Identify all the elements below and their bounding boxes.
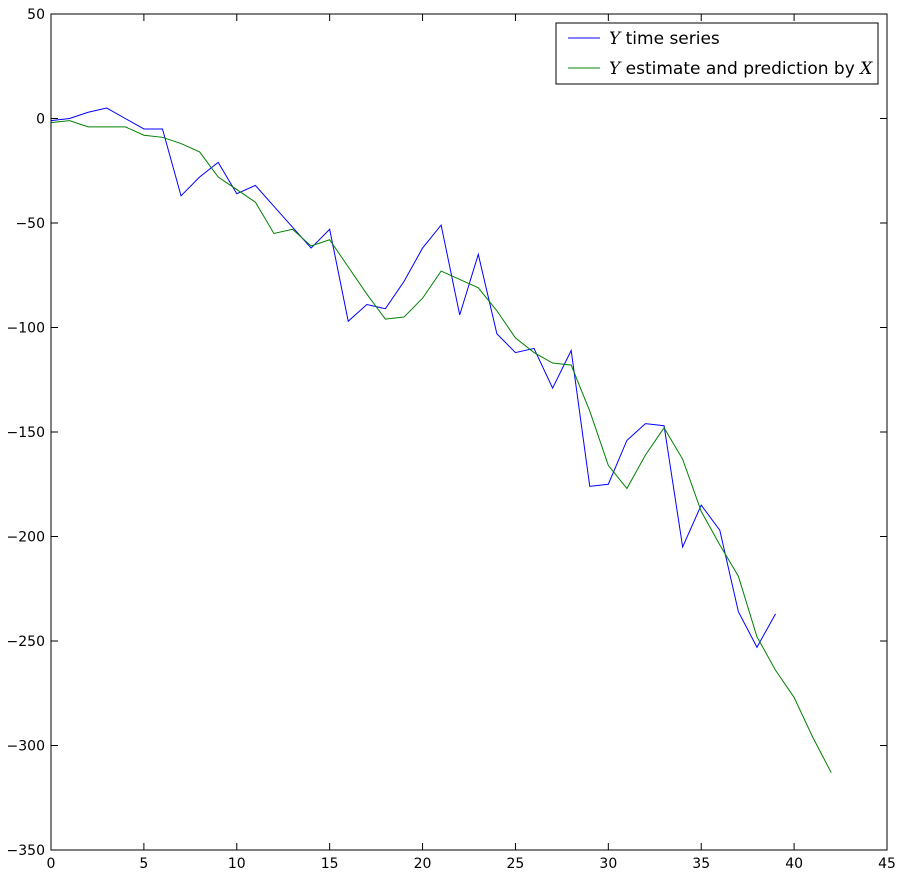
y-axis-ticks: 50 0 −50 −100 −150 −200 −250 −300 −350 [7,7,887,859]
y-tick-label: −300 [7,739,45,755]
y-tick-label: 0 [36,112,45,128]
x-tick-label: 10 [228,856,246,872]
y-tick-label: −100 [7,321,45,337]
legend-var: Y [609,59,622,79]
series-layer [50,107,832,773]
series-line-1 [50,120,832,773]
series-line-0 [50,107,776,649]
legend-entry-0: Y time series [609,29,720,49]
plot-frame [50,13,888,851]
y-tick-label: −150 [7,425,45,441]
x-tick-label: 35 [692,856,710,872]
y-tick-label: 50 [27,7,45,23]
x-tick-label: 0 [47,856,56,872]
x-tick-label: 40 [785,856,803,872]
x-tick-label: 15 [321,856,339,872]
legend-var: Y [609,29,622,49]
y-tick-label: −200 [7,530,45,546]
x-tick-label: 45 [878,856,896,872]
x-tick-label: 20 [414,856,432,872]
legend-box [555,22,879,85]
x-tick-label: 25 [507,856,525,872]
x-tick-label: 5 [139,856,148,872]
y-tick-label: −250 [7,634,45,650]
x-tick-label: 30 [599,856,617,872]
y-tick-label: −50 [15,216,45,232]
legend-entry-1: Y estimate and prediction by X [609,59,873,79]
x-axis-ticks: 0 5 10 15 20 25 30 35 40 45 [47,14,896,872]
legend-label: estimate and prediction by [620,59,855,79]
legend-label: time series [620,29,720,49]
plot-area [51,14,887,850]
legend-var-suffix: X [855,59,873,79]
y-tick-label: −350 [7,843,45,859]
